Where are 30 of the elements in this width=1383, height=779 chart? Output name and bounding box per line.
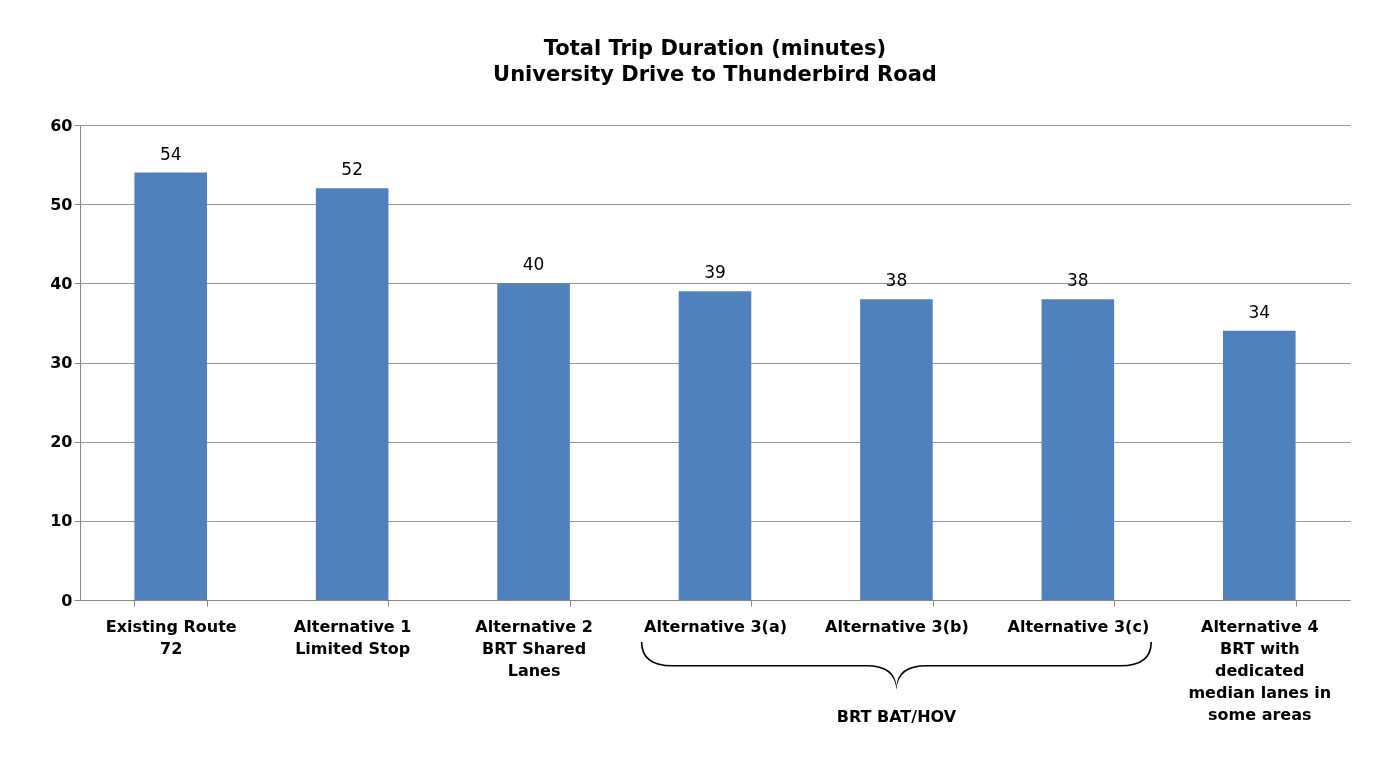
data-label: 40 [522,254,545,275]
y-tick-label: 40 [50,273,73,293]
y-tick-label: 30 [50,353,73,372]
x-tick-label: Existing Route 72 [105,616,237,658]
data-label: 54 [159,143,182,164]
x-tick-label: Alternative 3(c) [1007,616,1150,636]
bar [497,283,570,600]
bar [315,188,389,600]
data-label: 34 [1248,301,1271,322]
bar [678,291,752,600]
bar [134,172,207,600]
y-tick-label: 50 [50,194,73,214]
x-tick-label: Alternative 2 BRT Shared Lanes [475,616,593,680]
y-tick-label: 60 [50,115,73,135]
x-tick-label: Alternative 4 BRT with dedicated median lanes in some areas [1188,616,1332,724]
bar [1041,299,1115,600]
x-tick-label: Alternative 3(b) [825,616,969,636]
data-label: 39 [704,262,726,283]
x-tick-label: Alternative 1 Limited Stop [293,616,412,658]
text: BRT BAT/HOV [836,707,957,726]
x-tick-label: Alternative 3(a) [644,616,787,636]
data-label: 38 [885,270,908,291]
data-label: 38 [1067,270,1089,291]
y-tick-label: 20 [50,432,73,452]
y-tick-label: 10 [50,511,73,531]
chart-title: Total Trip Duration (minutes) University Drive to Thunderbird Road [493,36,937,86]
y-tick-label: 0 [61,590,73,610]
bar [860,299,933,600]
data-label: 52 [341,159,363,180]
bar [1223,330,1296,600]
